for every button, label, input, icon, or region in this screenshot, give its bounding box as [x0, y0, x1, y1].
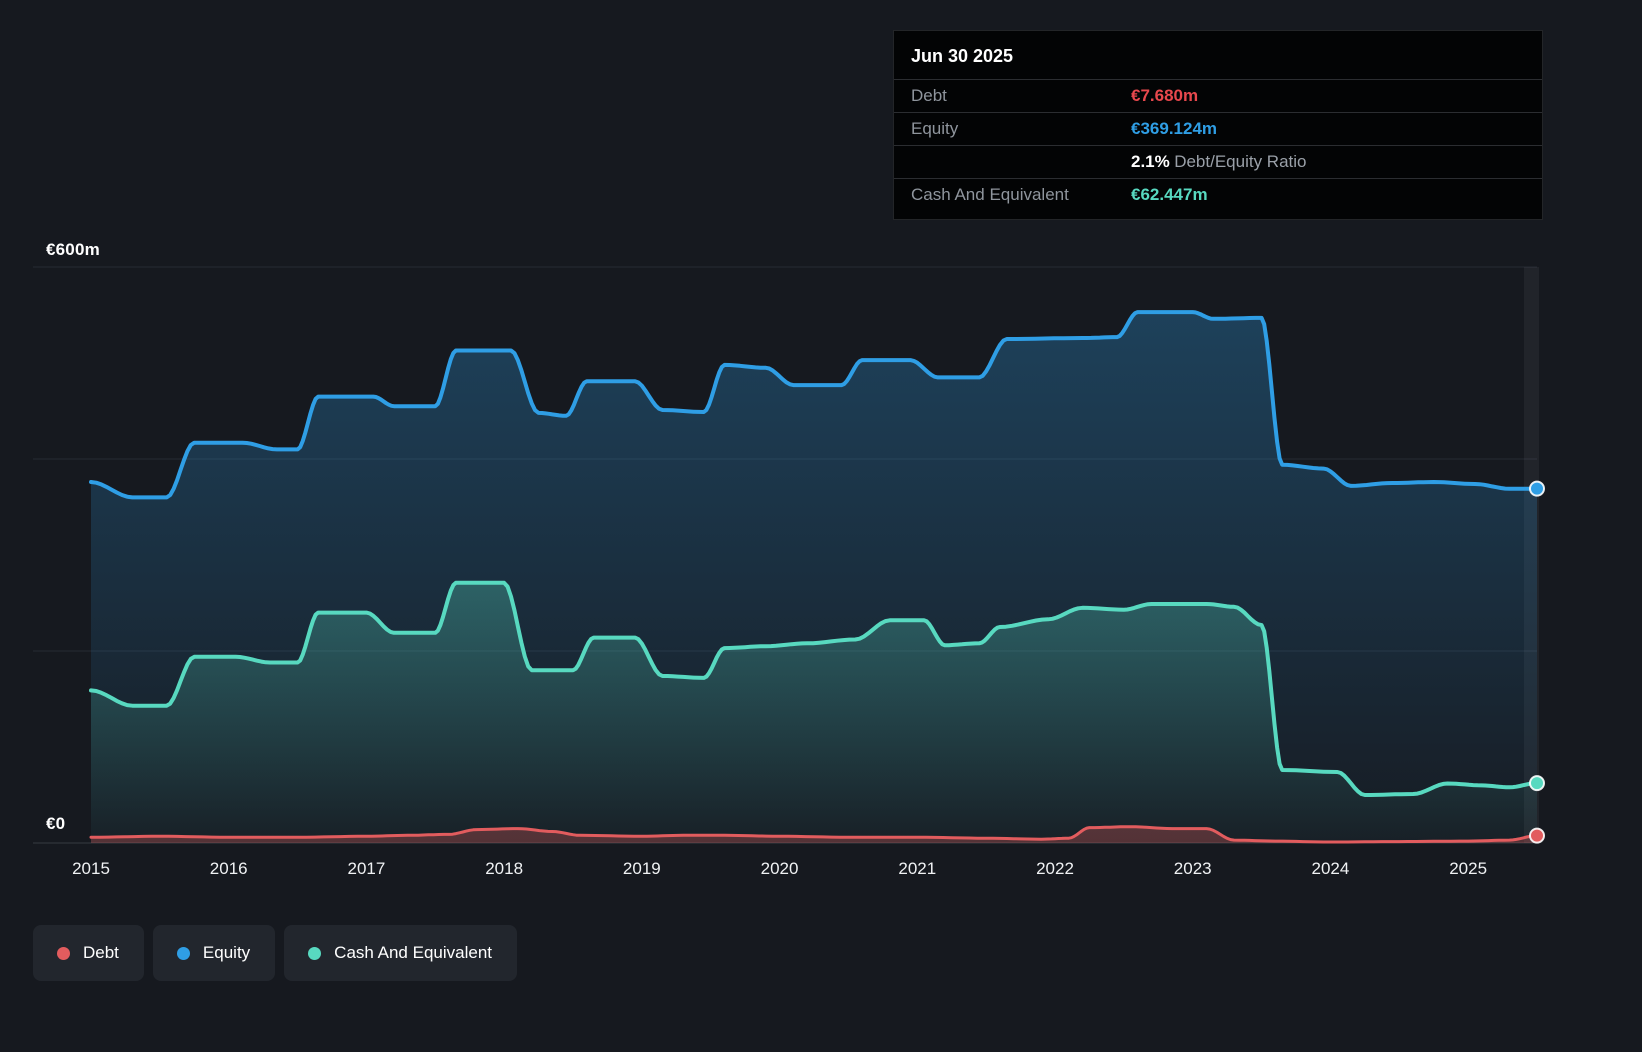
legend-debt-label: Debt	[83, 943, 119, 962]
x-axis-label: 2016	[209, 859, 248, 878]
cash-and-equivalent-endpoint	[1529, 775, 1545, 792]
debt-area	[91, 826, 1537, 843]
legend-item-debt[interactable]: Debt	[33, 925, 144, 981]
debt-line	[89, 825, 1539, 844]
tooltip-row-equity: Equity €369.124m	[894, 112, 1542, 145]
tooltip-ratio-label: Debt/Equity Ratio	[1174, 152, 1307, 171]
x-axis-label: 2023	[1173, 859, 1212, 878]
legend-cash-label: Cash And Equivalent	[334, 943, 493, 962]
x-axis-label: 2019	[622, 859, 661, 878]
equity-endpoint	[1529, 480, 1545, 497]
debt-endpoint	[1529, 827, 1545, 844]
tooltip-row-debt: Debt €7.680m	[894, 79, 1542, 112]
tooltip-equity-label: Equity	[911, 119, 959, 138]
x-axis-label: 2018	[485, 859, 524, 878]
cash-and-equivalent-line	[89, 580, 1539, 797]
equity-line	[89, 310, 1539, 500]
x-axis-label: 2024	[1311, 859, 1350, 878]
tooltip-date: Jun 30 2025	[911, 46, 1014, 66]
x-axis-label: 2021	[898, 859, 937, 878]
cash-and-equivalent-area	[91, 582, 1537, 843]
tooltip-cash-label: Cash And Equivalent	[911, 185, 1069, 204]
x-axis-label: 2015	[72, 859, 110, 878]
legend-item-cash[interactable]: Cash And Equivalent	[284, 925, 518, 981]
y-axis-label-0: €0	[46, 814, 66, 833]
x-axis-label: 2025	[1449, 859, 1488, 878]
tooltip-row-ratio: 2.1% Debt/Equity Ratio	[894, 145, 1542, 178]
cash-dot-icon	[308, 946, 322, 960]
x-axis-label: 2022	[1036, 859, 1074, 878]
legend-equity-label: Equity	[202, 943, 251, 962]
tooltip-ratio: 2.1% Debt/Equity Ratio	[1131, 152, 1307, 172]
tooltip-row-cash: Cash And Equivalent €62.447m	[894, 178, 1542, 211]
tooltip-equity-value: €369.124m	[1131, 119, 1218, 138]
legend: Debt Equity Cash And Equivalent	[33, 925, 518, 981]
tooltip-debt-value: €7.680m	[1131, 86, 1199, 105]
x-axis-label: 2017	[347, 859, 386, 878]
equity-dot-icon	[176, 946, 190, 960]
tooltip-cash-value: €62.447m	[1131, 185, 1208, 204]
tooltip-debt-label: Debt	[911, 86, 947, 105]
tooltip: Jun 30 2025 Debt €7.680m Equity €369.124…	[893, 30, 1543, 220]
y-axis-label-600: €600m	[46, 240, 100, 259]
x-axis-label: 2020	[760, 859, 799, 878]
tooltip-ratio-value: 2.1%	[1131, 152, 1170, 171]
debt-dot-icon	[57, 946, 70, 960]
legend-item-equity[interactable]: Equity	[152, 925, 276, 981]
